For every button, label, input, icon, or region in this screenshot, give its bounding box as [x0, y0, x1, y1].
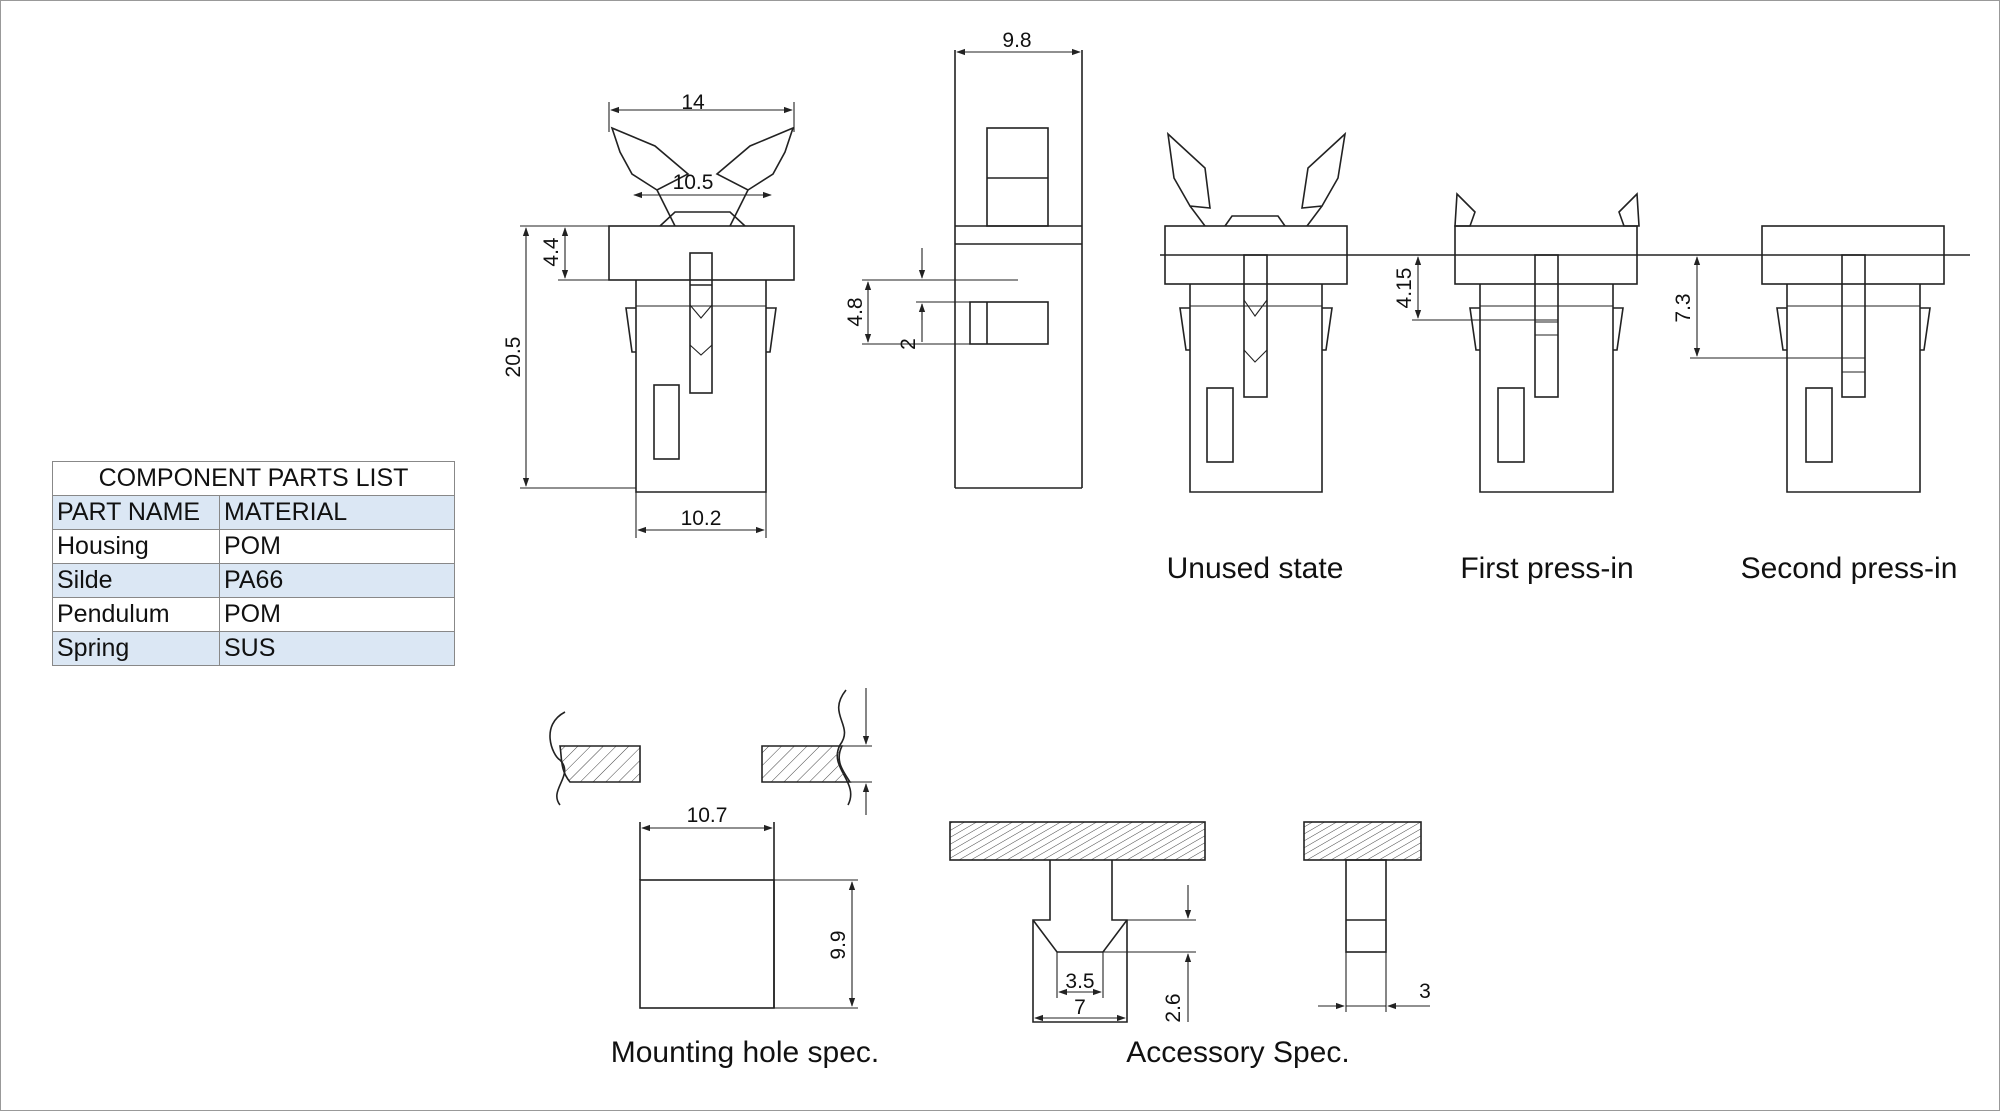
caption-accessory: Accessory Spec.	[1126, 1036, 1349, 1069]
table-row: Spring SUS	[52, 631, 455, 666]
table-title: COMPONENT PARTS LIST	[52, 461, 455, 496]
dim-2: 2	[897, 338, 920, 350]
table-title-row: COMPONENT PARTS LIST	[52, 461, 455, 496]
dim-7: 7	[1074, 996, 1086, 1019]
table-row: Pendulum POM	[52, 597, 455, 632]
part-name-cell: Silde	[52, 563, 220, 598]
header-material: MATERIAL	[219, 495, 455, 530]
table-header-row: PART NAME MATERIAL	[52, 495, 455, 530]
component-parts-table: COMPONENT PARTS LIST PART NAME MATERIAL …	[52, 461, 455, 666]
dim-14: 14	[681, 91, 705, 114]
material-cell: SUS	[219, 631, 455, 666]
dim-10-2: 10.2	[681, 507, 722, 530]
dim-7-3: 7.3	[1672, 293, 1695, 322]
caption-first-press: First press-in	[1460, 552, 1633, 585]
dimension-lines	[520, 48, 1865, 538]
dim-3: 3	[1419, 980, 1431, 1003]
second-press-view	[1761, 225, 1945, 493]
dim-10-5: 10.5	[673, 171, 714, 194]
caption-unused-state: Unused state	[1167, 552, 1344, 585]
material-cell: POM	[219, 529, 455, 564]
first-press-view	[1454, 192, 1640, 493]
dim-10-7: 10.7	[687, 804, 728, 827]
captions: Unused state First press-in Second press…	[611, 552, 1958, 1069]
part-name-cell: Spring	[52, 631, 220, 666]
material-cell: PA66	[219, 563, 455, 598]
part-name-cell: Pendulum	[52, 597, 220, 632]
side-view	[954, 50, 1083, 489]
dimension-labels: 14 10.5 4.4 20.5 10.2 9.8 4.8 2 4.15 7.3	[502, 29, 1695, 530]
front-view	[608, 126, 795, 493]
caption-second-press: Second press-in	[1741, 552, 1958, 585]
dim-4-8: 4.8	[844, 297, 867, 326]
part-name-cell: Housing	[52, 529, 220, 564]
dim-2-6: 2.6	[1162, 993, 1185, 1022]
header-part-name: PART NAME	[52, 495, 220, 530]
unused-state-view	[1164, 131, 1348, 493]
accessory-spec: 3.5 7 2.6 3	[949, 821, 1431, 1023]
dim-9-9: 9.9	[827, 930, 850, 959]
material-cell: POM	[219, 597, 455, 632]
table-row: Silde PA66	[52, 563, 455, 598]
table-row: Housing POM	[52, 529, 455, 564]
dim-20-5: 20.5	[502, 337, 525, 378]
dim-3-5: 3.5	[1065, 970, 1094, 993]
dim-4-15: 4.15	[1393, 268, 1416, 309]
dim-4-4: 4.4	[540, 237, 563, 267]
caption-mounting-hole: Mounting hole spec.	[611, 1036, 880, 1069]
dim-9-8: 9.8	[1002, 29, 1031, 52]
mounting-hole-spec: 10.7 9.9	[549, 688, 872, 1009]
